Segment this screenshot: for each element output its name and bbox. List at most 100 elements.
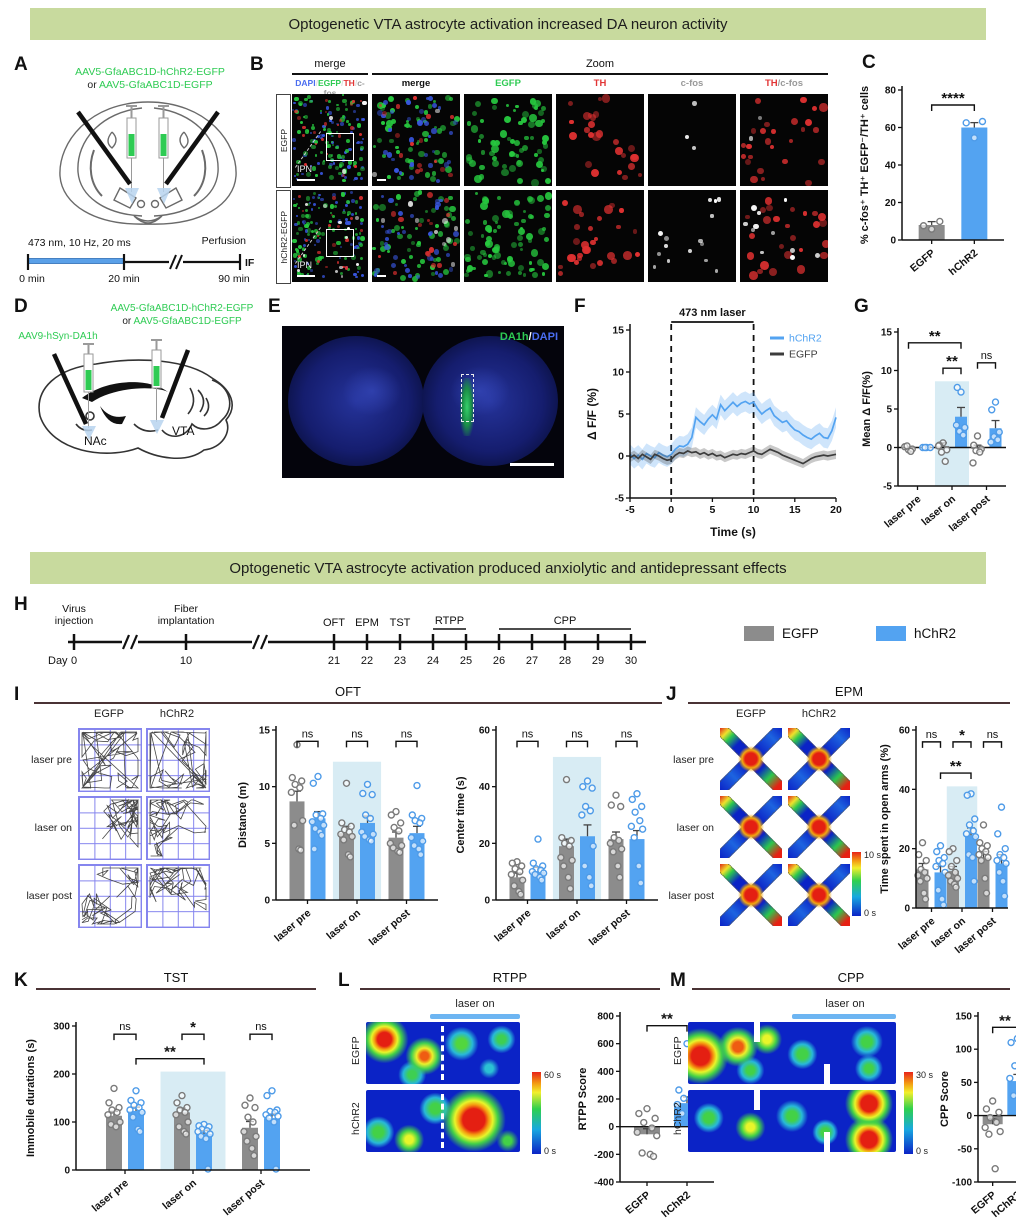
chart-cpp-score: -100 -50 0 50 100 150 EGFP hChR2 CPP Score ** <box>936 990 1016 1230</box>
panel-letter-c: C <box>862 52 876 73</box>
zoom-col-label: TH/c-fos <box>764 78 803 89</box>
chart-epm-open-arms: 0 20 40 60 laser pre laser on laser post Time s… <box>876 700 1016 973</box>
epm-heatmap <box>720 864 782 926</box>
svg-text:10: 10 <box>259 782 271 793</box>
svg-text:laser pre: laser pre <box>882 493 923 530</box>
svg-text:600: 600 <box>597 1039 614 1050</box>
epm-center-hotspot <box>720 796 782 858</box>
svg-text:27: 27 <box>526 655 538 667</box>
svg-text:CPP Score: CPP Score <box>939 1071 951 1127</box>
svg-text:% c-fos⁺ TH⁺ EGFP⁻/TH⁺ cells: % c-fos⁺ TH⁺ EGFP⁻/TH⁺ cells <box>859 86 871 244</box>
epm-col-EGFP: EGFP <box>736 708 766 720</box>
nac-label: NAc <box>84 434 107 448</box>
svg-text:5: 5 <box>264 839 270 850</box>
svg-text:21: 21 <box>328 655 340 667</box>
svg-text:laser pre: laser pre <box>272 907 313 944</box>
scale-bar <box>297 179 315 181</box>
svg-text:hChR2: hChR2 <box>659 1189 693 1220</box>
merge-channels-label: DAPI/EGFP/TH/c-fos <box>295 78 365 98</box>
svg-text:0: 0 <box>890 236 896 247</box>
epm-heatmaps: EGFP hChR2 laser pre laser on laser post <box>668 708 868 936</box>
svg-text:0: 0 <box>904 904 910 915</box>
micrograph-tile: IPN <box>292 94 368 186</box>
cpp-scale-lo: 0 s <box>916 1146 929 1156</box>
micrograph-tile <box>464 190 552 282</box>
svg-text:-50: -50 <box>958 1144 973 1155</box>
svg-text:laser post: laser post <box>587 907 633 948</box>
svg-text:150: 150 <box>955 1012 972 1023</box>
cpp-laser-label: laser on <box>825 998 865 1010</box>
svg-text:laser on: laser on <box>160 1177 199 1212</box>
virus-label-a: AAV5-GfaABC1D-hChR2-EGFP or AAV5-GfaABC1… <box>40 66 260 92</box>
svg-text:90 min: 90 min <box>218 273 250 285</box>
svg-text:**: ** <box>950 758 962 775</box>
svg-text:10: 10 <box>748 504 760 516</box>
svg-text:Mean Δ F/F(%): Mean Δ F/F(%) <box>861 371 873 447</box>
svg-text:0 min: 0 min <box>19 273 45 285</box>
svg-text:0: 0 <box>886 443 892 454</box>
panel-letter-l: L <box>338 970 350 991</box>
micrograph-tile <box>740 190 828 282</box>
micrograph-tile <box>556 190 644 282</box>
svg-text:400: 400 <box>597 1067 614 1078</box>
panel-letter-h: H <box>14 594 28 615</box>
svg-text:EGFP: EGFP <box>789 349 818 361</box>
virus-label-d: AAV5-GfaABC1D-hChR2-EGFP or AAV5-GfaABC1… <box>110 303 254 327</box>
svg-text:22: 22 <box>361 655 373 667</box>
epm-heatmap <box>788 796 850 858</box>
svg-text:20: 20 <box>830 504 842 516</box>
rtpp-row-egfp: EGFP <box>350 1036 362 1065</box>
svg-text:80: 80 <box>885 86 897 97</box>
experiment-timeline: Virus injection Fiber implantation OFT EPM TST… <box>34 596 664 676</box>
panel-letter-a: A <box>14 54 28 75</box>
svg-text:Distance (m): Distance (m) <box>237 782 249 848</box>
rtpp-scale-lo: 0 s <box>544 1146 557 1156</box>
svg-text:-5: -5 <box>615 493 624 505</box>
panel-letter-g: G <box>854 296 869 317</box>
svg-text:200: 200 <box>597 1095 614 1106</box>
svg-text:25: 25 <box>460 655 472 667</box>
epm-heatmap <box>788 728 850 790</box>
svg-text:ns: ns <box>621 728 633 740</box>
ipn-label: IPN <box>297 164 313 174</box>
svg-text:OFT: OFT <box>323 617 345 629</box>
panel-letter-f: F <box>574 296 586 317</box>
banner-title-2: Optogenetic VTA astrocyte activation pro… <box>30 552 986 584</box>
svg-text:40: 40 <box>479 782 491 793</box>
svg-text:60: 60 <box>885 123 897 134</box>
panel-letter-j: J <box>666 684 677 705</box>
svg-text:EGFP: EGFP <box>623 1189 653 1217</box>
svg-text:hChR2: hChR2 <box>947 247 981 278</box>
zoom-col-label: c-fos <box>680 78 704 89</box>
svg-text:300: 300 <box>53 1022 70 1033</box>
svg-text:473 nm, 10 Hz, 20 ms: 473 nm, 10 Hz, 20 ms <box>28 237 131 249</box>
chart-cfos-quantification: 0 20 40 60 80 EGFP hChR2 % c-fos⁺ TH⁺ EGFP⁻/TH⁺… <box>856 64 1012 291</box>
svg-text:473 nm laser: 473 nm laser <box>679 307 746 319</box>
row-label-EGFP: EGFP <box>276 94 291 188</box>
fiber-track <box>461 374 474 422</box>
svg-text:ns: ns <box>522 728 534 740</box>
svg-text:15: 15 <box>259 726 271 737</box>
svg-text:800: 800 <box>597 1012 614 1023</box>
legend-swatch-egfp <box>744 626 774 641</box>
cpp-laser-bar <box>792 1014 896 1019</box>
svg-text:-5: -5 <box>883 482 892 493</box>
svg-text:CPP: CPP <box>554 615 577 627</box>
cpp-colorbar <box>904 1072 913 1154</box>
sagittal-brain-diagram <box>38 339 233 460</box>
trace-col-hChR2: hChR2 <box>159 708 195 720</box>
svg-text:laser pre: laser pre <box>90 1177 131 1214</box>
legend-label-hchr2: hChR2 <box>914 626 957 641</box>
zoom-header: Zoom <box>585 58 615 70</box>
chart-photometry-trace: 473 nm laser -5 0 5 10 15 -5 0 5 10 15 20 Time (s) Δ … <box>584 300 848 542</box>
svg-text:**: ** <box>946 353 958 370</box>
svg-text:15: 15 <box>789 504 801 516</box>
svg-text:0: 0 <box>64 1166 70 1177</box>
svg-text:RTPP Score: RTPP Score <box>577 1068 589 1131</box>
epm-title: EPM <box>688 684 1010 704</box>
micrograph-tile <box>740 94 828 186</box>
svg-text:-5: -5 <box>625 504 634 516</box>
svg-text:*: * <box>959 727 965 744</box>
svg-text:15: 15 <box>612 325 624 337</box>
svg-text:20 min: 20 min <box>108 273 140 285</box>
